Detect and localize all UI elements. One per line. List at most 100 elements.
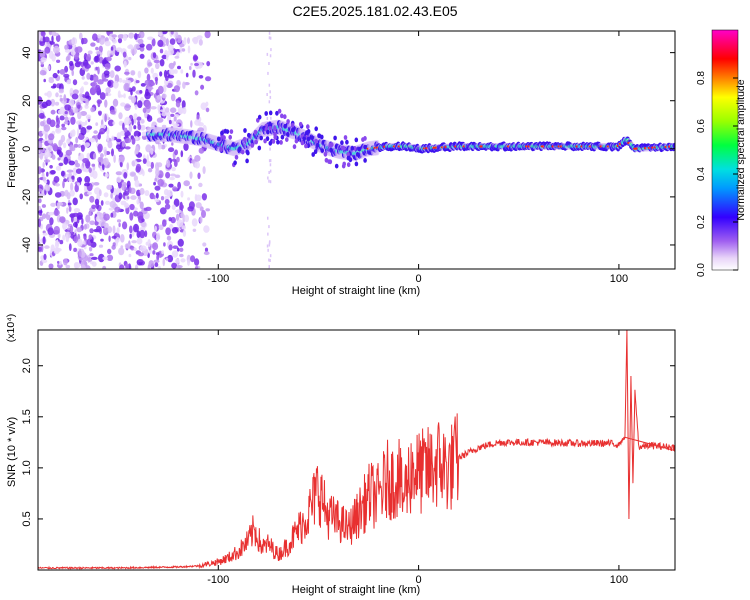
ridge-blob — [311, 152, 316, 157]
noise-speckle — [47, 65, 51, 71]
noise-speckle — [173, 85, 180, 93]
noise-speckle — [75, 221, 78, 229]
ridge-blob — [314, 126, 319, 132]
noise-speckle — [55, 92, 59, 98]
noise-speckle — [38, 188, 43, 192]
noise-speckle — [197, 172, 201, 180]
ridge-blob — [263, 138, 267, 144]
noise-speckle — [66, 169, 74, 173]
noise-speckle — [89, 253, 94, 257]
noise-speckle — [159, 48, 164, 54]
ridge-blob — [268, 125, 272, 131]
noise-speckle — [116, 227, 120, 234]
noise-speckle — [153, 181, 157, 186]
noise-speckle — [39, 69, 47, 76]
noise-speckle — [205, 76, 212, 82]
noise-speckle — [180, 190, 184, 198]
noise-speckle — [133, 223, 139, 233]
noise-speckle — [144, 190, 150, 196]
noise-speckle — [175, 31, 179, 39]
noise-speckle — [59, 69, 66, 75]
noise-speckle — [137, 100, 143, 109]
ridge-blob — [314, 138, 319, 144]
noise-speckle — [201, 210, 206, 218]
x-tick-label: 100 — [610, 273, 628, 285]
noise-speckle — [166, 235, 172, 241]
noise-speckle — [168, 244, 173, 251]
noise-speckle — [269, 163, 272, 167]
ridge-blob — [363, 136, 367, 141]
noise-speckle — [63, 73, 70, 78]
noise-speckle — [147, 86, 154, 90]
noise-speckle — [268, 31, 271, 35]
noise-speckle — [53, 45, 60, 54]
noise-speckle — [92, 74, 99, 83]
noise-speckle — [156, 117, 164, 123]
ridge-blob — [264, 111, 269, 116]
noise-speckle — [106, 134, 110, 142]
noise-speckle — [117, 34, 125, 39]
noise-speckle — [183, 37, 187, 46]
noise-speckle — [54, 101, 60, 106]
noise-speckle — [80, 111, 87, 116]
noise-speckle — [103, 192, 109, 198]
noise-speckle — [81, 37, 88, 45]
noise-speckle — [144, 79, 151, 86]
noise-speckle — [135, 166, 141, 173]
noise-speckle — [91, 204, 96, 209]
noise-speckle — [44, 245, 50, 249]
noise-speckle — [136, 230, 141, 238]
ridge-blob — [333, 135, 337, 141]
noise-speckle — [77, 182, 80, 186]
ridge-blob — [259, 135, 264, 141]
noise-speckle — [108, 207, 115, 211]
noise-speckle — [120, 234, 125, 243]
noise-speckle — [46, 171, 49, 177]
noise-speckle — [76, 177, 83, 183]
noise-speckle — [176, 219, 184, 228]
noise-speckle — [90, 107, 95, 113]
noise-speckle — [196, 114, 200, 120]
noise-speckle — [95, 225, 102, 233]
ridge-blob — [310, 135, 315, 141]
noise-speckle — [267, 71, 269, 75]
noise-speckle — [268, 83, 271, 87]
noise-speckle — [179, 204, 184, 210]
noise-speckle — [48, 76, 54, 80]
noise-speckle — [135, 145, 139, 155]
noise-speckle — [64, 116, 69, 122]
noise-speckle — [171, 142, 174, 146]
noise-speckle — [60, 170, 65, 177]
noise-speckle — [50, 98, 56, 107]
noise-speckle — [135, 264, 139, 269]
noise-speckle — [124, 103, 131, 111]
noise-speckle — [106, 254, 114, 261]
spectrogram-axes: -100 0 100 -40 -20 0 20 40 — [21, 31, 675, 285]
noise-speckle — [110, 212, 114, 218]
noise-speckle — [171, 250, 179, 258]
noise-speckle — [200, 102, 207, 110]
noise-speckle — [59, 94, 63, 98]
noise-speckle — [57, 233, 61, 239]
noise-speckle — [77, 215, 83, 220]
noise-speckle — [62, 142, 67, 149]
noise-speckle — [77, 104, 81, 109]
noise-speckle — [79, 193, 83, 200]
noise-speckle — [170, 216, 176, 224]
noise-speckle — [47, 152, 52, 158]
noise-speckle — [168, 119, 172, 125]
noise-speckle — [85, 214, 91, 223]
y-tick-label: -40 — [21, 237, 33, 253]
noise-speckle — [140, 119, 145, 124]
noise-speckle — [269, 259, 271, 262]
noise-speckle — [200, 84, 205, 90]
noise-speckle — [168, 62, 175, 70]
noise-speckle — [152, 195, 156, 200]
noise-speckle — [133, 247, 137, 252]
noise-speckle — [106, 184, 113, 190]
noise-speckle — [116, 219, 122, 223]
noise-speckle — [44, 36, 50, 43]
noise-speckle — [72, 197, 78, 206]
noise-speckle — [43, 159, 51, 163]
noise-speckle — [173, 198, 180, 207]
